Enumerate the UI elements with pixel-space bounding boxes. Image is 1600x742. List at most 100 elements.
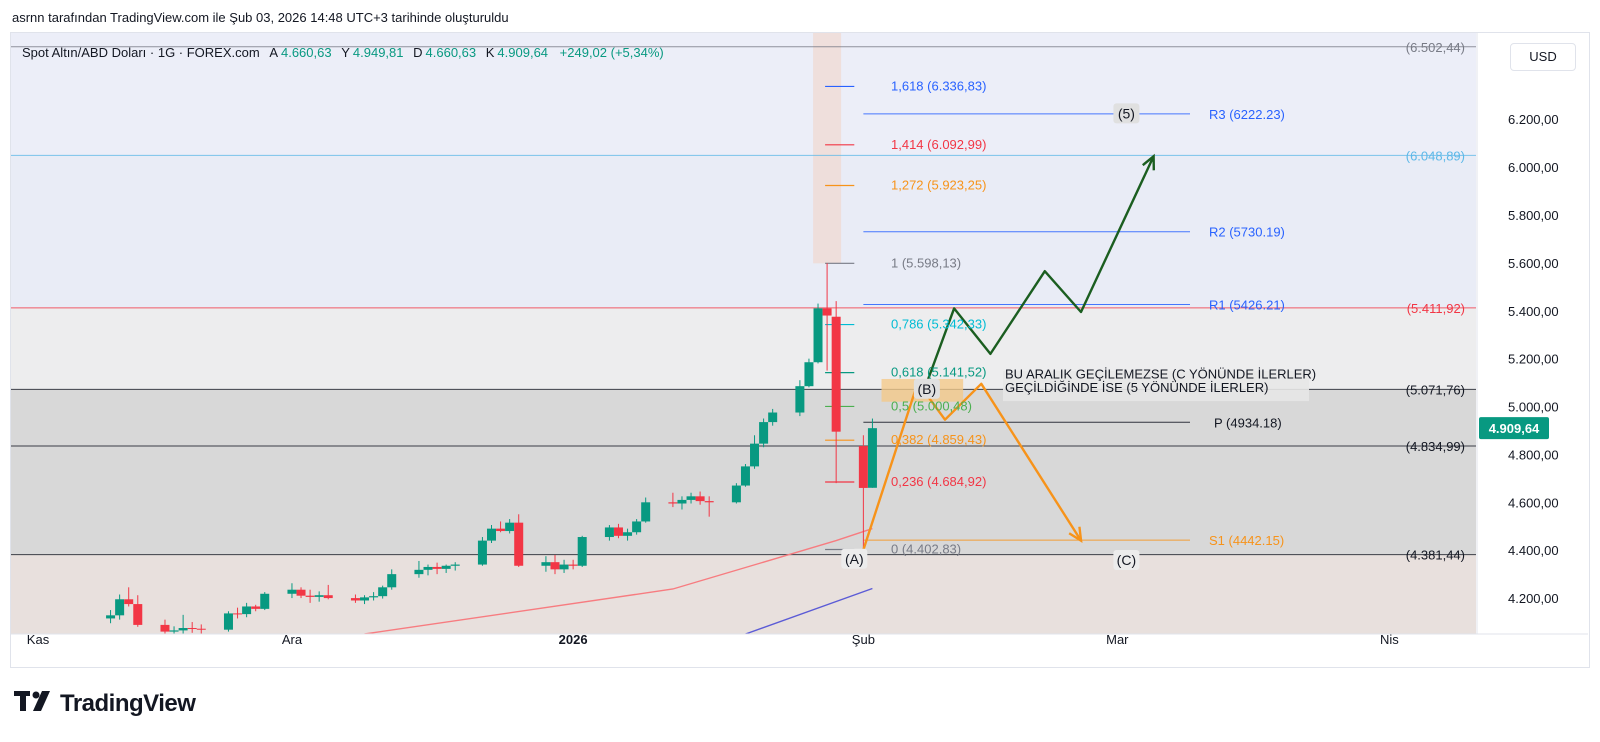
price-axis-tick-label: 5.000,00 [1508, 400, 1559, 415]
fib-level-label: 1,272 (5.923,25) [891, 177, 986, 192]
candle-body [414, 569, 424, 575]
level-price-label: (6.502,44) [1406, 40, 1465, 55]
legend-low-label: D [413, 45, 423, 60]
candle-body [423, 566, 433, 570]
fib-level-label: 1,414 (6.092,99) [891, 137, 986, 152]
candle-body [360, 597, 370, 601]
candle-body [160, 624, 170, 632]
candle-body [305, 595, 315, 597]
candle-body [686, 496, 696, 500]
candle-body [831, 316, 841, 432]
candle-body [115, 599, 125, 616]
candle-body [632, 521, 642, 533]
legend-high-value: 4.949,81 [352, 45, 404, 60]
annotation-background [1003, 371, 1309, 402]
time-axis-label: Nis [1380, 632, 1399, 647]
candle-body [287, 589, 297, 594]
legend-symbol: Spot Altın/ABD Doları · 1G · FOREX.com [22, 45, 260, 60]
wave-label: (5) [1118, 105, 1135, 121]
price-axis-tick-label: 4.400,00 [1508, 543, 1559, 558]
level-price-label: (5.411,92) [1407, 301, 1465, 316]
candle-body [677, 499, 687, 504]
candle-body [133, 604, 143, 625]
candle-body [750, 443, 760, 467]
time-axis-label: Şub [852, 632, 875, 647]
bearish-projection-arrow-arrowhead [1068, 526, 1083, 543]
price-axis-tick-label: 5.800,00 [1508, 208, 1559, 223]
fib-level-label: 1,618 (6.336,83) [891, 78, 986, 93]
candle-body [187, 628, 197, 630]
moving-average-line [745, 587, 873, 634]
price-axis-tick-label: 4.200,00 [1508, 591, 1559, 606]
currency-button[interactable]: USD [1510, 43, 1576, 71]
level-price-label: (4.834,99) [1406, 439, 1465, 454]
wave-label: (A) [845, 551, 864, 567]
candle-body [169, 630, 179, 632]
wave-label: (B) [918, 381, 937, 397]
legend-open-value: 4.660,63 [280, 45, 332, 60]
candle-body [124, 599, 134, 605]
candle-body [477, 540, 487, 565]
level-price-label: (4.381,44) [1406, 548, 1465, 563]
candle-body [514, 522, 524, 566]
candle-body [242, 606, 252, 615]
candle-body [740, 466, 750, 486]
price-zone-band [11, 155, 1476, 308]
wave-label-bg [1113, 103, 1140, 124]
candle-body [822, 308, 832, 316]
candle-body [641, 502, 651, 522]
candle-body [441, 565, 451, 569]
fib-level-label: 0,382 (4.859,43) [891, 432, 986, 447]
candle-body [323, 595, 333, 599]
candle-body [233, 613, 243, 615]
wave-label-bg [841, 548, 868, 569]
candle-body [106, 615, 116, 619]
fib-level-label: 0,5 (5.000,48) [891, 398, 972, 413]
wave-label: (C) [1117, 552, 1136, 568]
candle-body [487, 528, 496, 541]
price-axis-tick-label: 6.000,00 [1508, 160, 1559, 175]
bearish-projection-arrow [862, 381, 1083, 551]
candle-body [867, 428, 877, 488]
tradingview-logo-icon [14, 691, 54, 717]
legend-low-value: 4.660,63 [425, 45, 477, 60]
candle-body [568, 564, 578, 566]
bullish-projection-arrow-arrowhead [1142, 153, 1155, 171]
legend-close-value: 4.909,64 [497, 45, 549, 60]
legend-open-label: A [269, 45, 278, 60]
candle-body [577, 537, 587, 566]
candle-body [795, 386, 805, 413]
legend-change: +249,02 (+5,34%) [559, 45, 664, 60]
last-price-badge [1479, 417, 1549, 440]
candle-body [759, 422, 769, 444]
candle-body [559, 564, 569, 570]
candle-body [178, 628, 188, 631]
wave-label-bg [1113, 549, 1140, 570]
level-price-label: (6.048,89) [1406, 148, 1465, 163]
fib-level-label: 0,236 (4.684,92) [891, 474, 986, 489]
candle-body [296, 589, 306, 596]
time-axis-label: Ara [282, 632, 303, 647]
time-axis-label: 2026 [559, 632, 588, 647]
pivot-label: R3 (6222.23) [1209, 107, 1285, 122]
pivot-label: R1 (5426.21) [1209, 297, 1285, 312]
candle-body [223, 613, 233, 630]
candle-body [387, 574, 397, 588]
price-axis-tick-label: 6.200,00 [1508, 112, 1559, 127]
annotation-text-line1: BU ARALIK GEÇİLEMEZSE (C YÖNÜNDE İLERLER… [1005, 366, 1316, 381]
tradingview-logo[interactable]: TradingView [14, 690, 196, 718]
plot-area [11, 33, 1476, 634]
wave-label-bg [913, 378, 940, 399]
top-highlight-column [813, 33, 842, 264]
fib-level-label: 0 (4.402,83) [891, 542, 961, 557]
candle-body [260, 593, 270, 609]
candle-body [196, 628, 206, 630]
chart-caption: asrnn tarafından TradingView.com ile Şub… [12, 10, 509, 25]
legend-close-label: K [485, 45, 495, 60]
tradingview-logo-text: TradingView [60, 690, 196, 717]
candle-body [314, 595, 324, 597]
price-axis-tick-label: 4.600,00 [1508, 495, 1559, 510]
candle-body [541, 562, 551, 566]
fib-level-label: 0,786 (5.342,33) [891, 317, 986, 332]
